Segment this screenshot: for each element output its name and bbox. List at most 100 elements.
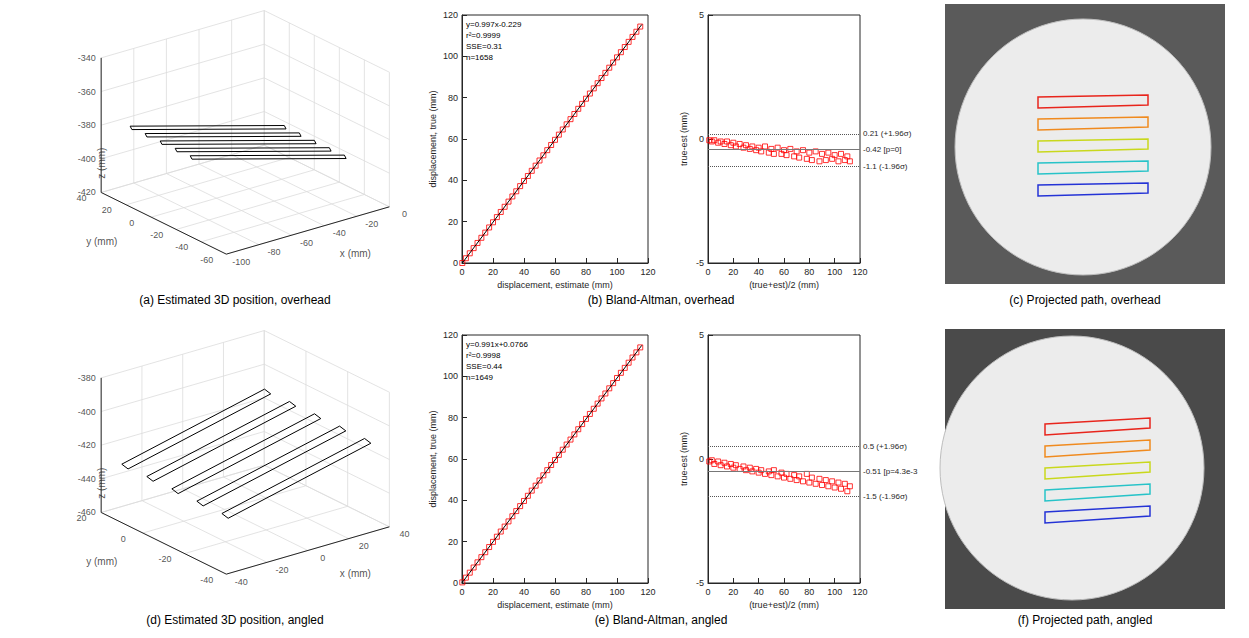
svg-text:-380: -380 <box>78 373 96 383</box>
svg-text:displacement, estimate (mm): displacement, estimate (mm) <box>497 280 613 290</box>
svg-text:-360: -360 <box>78 87 96 97</box>
svg-text:60: 60 <box>550 267 560 277</box>
svg-text:SSE=0.31: SSE=0.31 <box>466 42 503 51</box>
svg-text:20: 20 <box>359 541 369 551</box>
svg-text:y (mm): y (mm) <box>86 236 117 247</box>
svg-text:displacement, estimate (mm): displacement, estimate (mm) <box>497 600 613 610</box>
svg-text:80: 80 <box>581 587 591 597</box>
svg-text:n=1649: n=1649 <box>466 373 493 382</box>
svg-text:-400: -400 <box>78 154 96 164</box>
svg-text:100: 100 <box>827 267 842 277</box>
svg-text:-20: -20 <box>159 554 172 564</box>
svg-text:20: 20 <box>488 587 498 597</box>
svg-text:80: 80 <box>581 267 591 277</box>
svg-text:120: 120 <box>852 587 867 597</box>
svg-text:100: 100 <box>827 587 842 597</box>
svg-text:40: 40 <box>448 175 458 185</box>
svg-text:-5: -5 <box>696 578 704 588</box>
svg-text:0: 0 <box>453 578 458 588</box>
svg-text:(e) Bland-Altman, angled: (e) Bland-Altman, angled <box>595 613 728 627</box>
svg-text:120: 120 <box>640 267 655 277</box>
svg-text:displacement, true (mm): displacement, true (mm) <box>428 90 438 187</box>
svg-text:z (mm): z (mm) <box>96 468 107 499</box>
svg-text:40: 40 <box>399 529 409 539</box>
svg-text:0: 0 <box>459 587 464 597</box>
svg-text:(true+est)/2 (mm): (true+est)/2 (mm) <box>749 600 819 610</box>
svg-text:-40: -40 <box>235 577 248 587</box>
svg-text:true-est (mm): true-est (mm) <box>679 112 689 166</box>
svg-text:60: 60 <box>448 454 458 464</box>
svg-text:40: 40 <box>519 267 529 277</box>
svg-text:60: 60 <box>779 587 789 597</box>
svg-text:-5: -5 <box>696 258 704 268</box>
svg-text:0: 0 <box>699 134 704 144</box>
svg-text:z (mm): z (mm) <box>96 148 107 179</box>
svg-text:(true+est)/2 (mm): (true+est)/2 (mm) <box>749 280 819 290</box>
svg-text:5: 5 <box>699 330 704 340</box>
svg-text:100: 100 <box>443 371 458 381</box>
svg-text:0.5 (+1.96σ): 0.5 (+1.96σ) <box>863 442 907 451</box>
svg-text:5: 5 <box>699 10 704 20</box>
svg-text:40: 40 <box>754 267 764 277</box>
svg-text:40: 40 <box>448 495 458 505</box>
svg-text:-20: -20 <box>150 230 163 240</box>
svg-text:0: 0 <box>705 267 710 277</box>
svg-text:80: 80 <box>804 587 814 597</box>
svg-text:20: 20 <box>448 537 458 547</box>
svg-text:0: 0 <box>705 587 710 597</box>
svg-text:-40: -40 <box>333 228 346 238</box>
svg-text:0: 0 <box>453 258 458 268</box>
svg-text:-460: -460 <box>78 507 96 517</box>
svg-text:20: 20 <box>488 267 498 277</box>
svg-text:x (mm): x (mm) <box>340 248 371 259</box>
svg-text:-60: -60 <box>300 238 313 248</box>
svg-text:0: 0 <box>699 454 704 464</box>
svg-text:40: 40 <box>754 587 764 597</box>
svg-text:60: 60 <box>448 134 458 144</box>
svg-text:r²=0.9998: r²=0.9998 <box>466 351 501 360</box>
svg-text:-420: -420 <box>78 440 96 450</box>
svg-text:y=0.991x+0.0766: y=0.991x+0.0766 <box>466 340 528 349</box>
svg-text:120: 120 <box>443 330 458 340</box>
svg-text:-380: -380 <box>78 120 96 130</box>
svg-text:20: 20 <box>102 205 112 215</box>
svg-text:100: 100 <box>609 267 624 277</box>
svg-text:0.21 (+1.96σ): 0.21 (+1.96σ) <box>863 129 912 138</box>
svg-text:-340: -340 <box>78 53 96 63</box>
svg-text:80: 80 <box>804 267 814 277</box>
svg-text:40: 40 <box>519 587 529 597</box>
svg-text:0: 0 <box>129 218 134 228</box>
svg-text:-80: -80 <box>267 247 280 257</box>
svg-text:n=1658: n=1658 <box>466 53 493 62</box>
svg-text:20: 20 <box>728 587 738 597</box>
svg-text:-1.1 (-1.96σ): -1.1 (-1.96σ) <box>863 162 908 171</box>
svg-text:80: 80 <box>448 413 458 423</box>
svg-text:-0.51 [p=4.3e-3: -0.51 [p=4.3e-3 <box>863 467 918 476</box>
svg-text:0: 0 <box>121 534 126 544</box>
svg-text:100: 100 <box>443 51 458 61</box>
svg-text:-100: -100 <box>232 257 250 267</box>
svg-text:r²=0.9999: r²=0.9999 <box>466 31 501 40</box>
svg-text:60: 60 <box>779 267 789 277</box>
svg-text:120: 120 <box>443 10 458 20</box>
svg-text:-0.42 [p=0]: -0.42 [p=0] <box>863 145 901 154</box>
svg-text:-420: -420 <box>78 187 96 197</box>
svg-text:0: 0 <box>459 267 464 277</box>
svg-text:-60: -60 <box>200 255 213 265</box>
svg-text:20: 20 <box>728 267 738 277</box>
svg-text:(a) Estimated 3D position, ove: (a) Estimated 3D position, overhead <box>139 293 330 307</box>
svg-text:80: 80 <box>448 93 458 103</box>
svg-text:-20: -20 <box>365 219 378 229</box>
svg-text:y=0.997x-0.229: y=0.997x-0.229 <box>466 20 522 29</box>
svg-text:0: 0 <box>320 553 325 563</box>
svg-text:20: 20 <box>448 217 458 227</box>
svg-text:120: 120 <box>640 587 655 597</box>
svg-text:displacement, true (mm): displacement, true (mm) <box>428 410 438 507</box>
svg-text:120: 120 <box>852 267 867 277</box>
svg-text:-40: -40 <box>175 242 188 252</box>
svg-text:true-est (mm): true-est (mm) <box>679 432 689 486</box>
svg-text:x (mm): x (mm) <box>340 568 371 579</box>
svg-text:-1.5 (-1.96σ): -1.5 (-1.96σ) <box>863 492 908 501</box>
svg-text:-20: -20 <box>276 565 289 575</box>
svg-text:60: 60 <box>550 587 560 597</box>
